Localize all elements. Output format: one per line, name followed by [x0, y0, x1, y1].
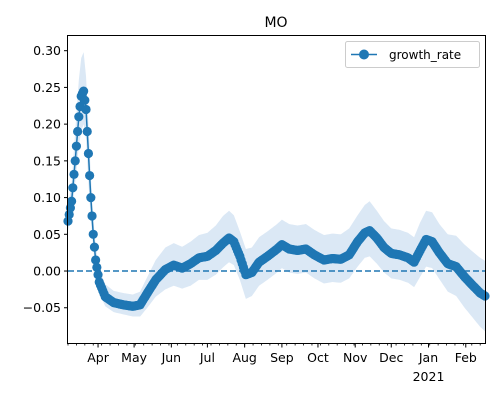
- legend: growth_rate: [345, 41, 480, 68]
- data-point: [82, 126, 92, 137]
- y-tick-label: 0.30: [33, 43, 61, 58]
- data-point: [73, 126, 83, 137]
- confidence-band: [68, 52, 485, 332]
- x-tick-label: Dec: [379, 350, 403, 365]
- y-tick-label: 0.00: [33, 264, 61, 279]
- legend-box: [345, 41, 480, 68]
- chart-title: MO: [264, 15, 287, 31]
- data-point: [70, 156, 80, 166]
- x-tick-label: May: [121, 350, 147, 365]
- x-tick-label: Jan: [418, 350, 438, 365]
- x-tick-label: Oct: [307, 350, 329, 365]
- y-tick-label: 0.05: [33, 227, 61, 242]
- x-tick-label: Feb: [455, 350, 477, 365]
- x-tick-year-label: 2021: [413, 369, 445, 384]
- growth-rate-line: [67, 88, 486, 308]
- x-tick-label: Apr: [87, 350, 109, 365]
- y-tick-label: 0.25: [33, 80, 61, 95]
- data-point: [92, 262, 102, 272]
- x-tick-label: Jun: [161, 350, 182, 365]
- data-point: [87, 211, 97, 221]
- y-tick-label: 0.10: [33, 190, 61, 205]
- data-point: [74, 112, 84, 122]
- data-point: [68, 183, 78, 193]
- x-tick-label: Sep: [270, 350, 294, 365]
- data-point: [83, 148, 94, 159]
- y-tick-label: 0.15: [33, 153, 61, 168]
- legend-label: growth_rate: [389, 48, 461, 62]
- data-point: [67, 196, 77, 206]
- plot-area-frame: [67, 35, 486, 344]
- data-point: [85, 170, 95, 181]
- data-point: [91, 255, 101, 265]
- data-point: [88, 229, 98, 239]
- x-tick-label: Jul: [199, 350, 215, 365]
- data-point: [79, 86, 89, 96]
- data-point: [86, 192, 96, 203]
- y-tick-label: 0.20: [33, 117, 61, 132]
- x-tick-label: Nov: [343, 350, 368, 365]
- growth-rate-markers: [63, 86, 490, 311]
- data-point: [69, 169, 79, 179]
- legend-marker-swatch: [359, 49, 369, 60]
- x-tick-label: Aug: [232, 350, 256, 365]
- data-point: [81, 104, 91, 115]
- data-point: [71, 141, 82, 151]
- y-tick-label: −0.05: [23, 300, 61, 315]
- data-point: [93, 270, 103, 280]
- data-point: [89, 242, 100, 252]
- data-point: [80, 95, 90, 105]
